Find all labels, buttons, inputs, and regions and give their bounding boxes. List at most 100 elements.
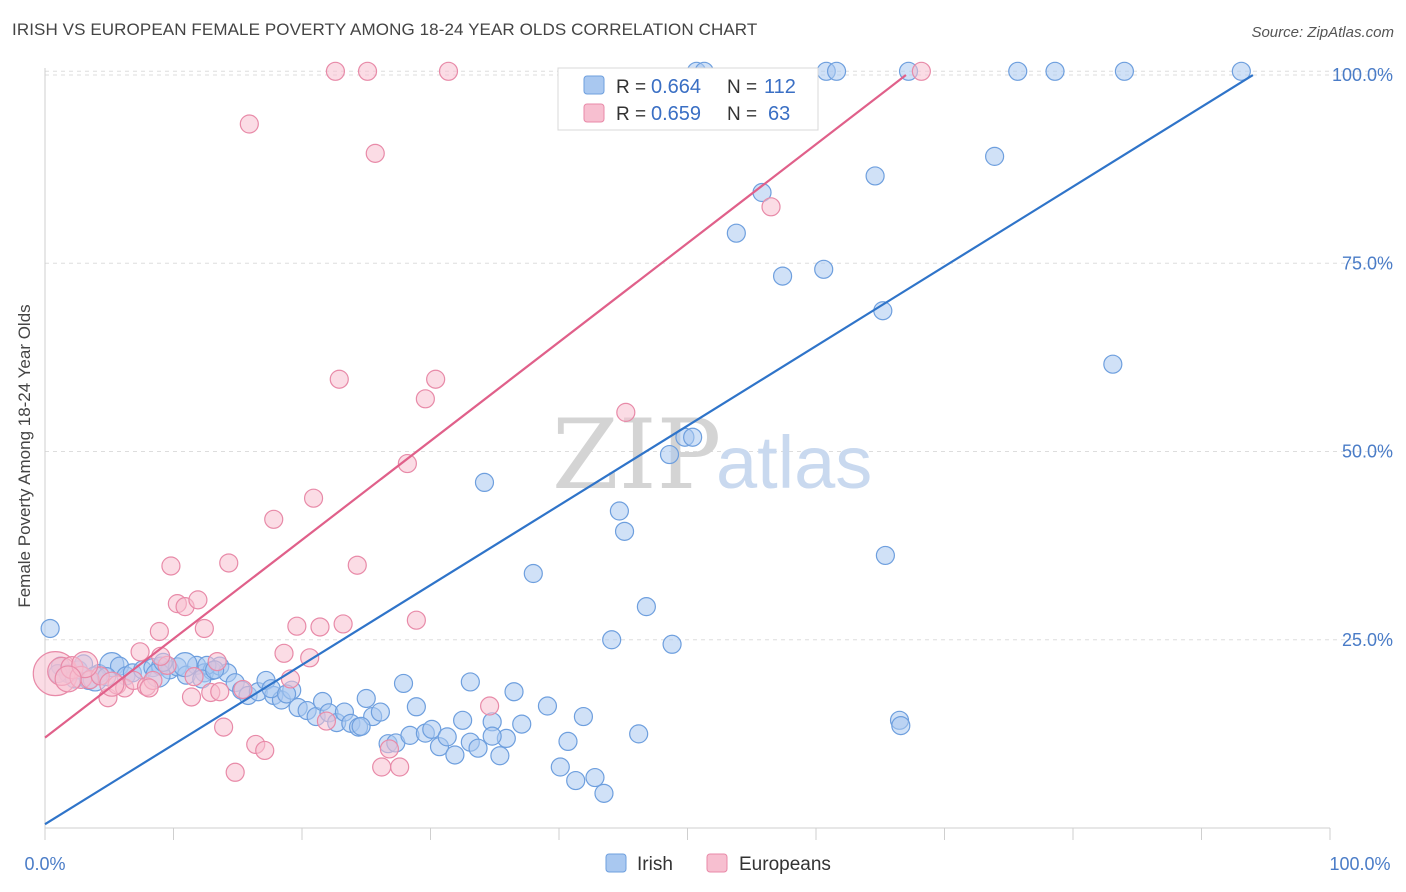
irish-point <box>1231 61 1251 81</box>
europeans-point <box>365 143 385 163</box>
europeans-point <box>287 616 307 636</box>
irish-point <box>985 146 1005 166</box>
legend-irish-r-value: 0.664 <box>651 76 701 98</box>
irish-point <box>474 472 495 492</box>
grid-layer <box>45 70 1392 641</box>
europeans-point <box>139 678 159 698</box>
irish-point <box>814 259 834 279</box>
irish-point <box>351 716 371 736</box>
bottom-legend-swatch-europeans <box>706 853 728 873</box>
irish-point <box>629 724 649 744</box>
bottom-legend-europeans: Europeans <box>739 854 831 875</box>
legend-swatch-irish <box>583 75 605 95</box>
europeans-point <box>184 667 204 687</box>
europeans-point <box>480 696 500 716</box>
europeans-point <box>264 509 284 529</box>
legend-swatch-europeans <box>583 103 605 123</box>
irish-point <box>614 521 635 541</box>
watermark-atlas: atlas <box>716 421 872 504</box>
irish-point <box>826 61 847 81</box>
irish-point <box>891 715 911 736</box>
europeans-point <box>255 740 275 761</box>
y-axis-label: Female Poverty Among 18-24 Year Olds <box>15 304 34 607</box>
irish-point <box>422 719 442 739</box>
europeans-point <box>214 717 234 737</box>
legend-europeans-r-value: 0.659 <box>651 103 701 125</box>
europeans-point <box>333 614 353 634</box>
x-tick-label: 100.0% <box>1329 854 1390 874</box>
irish-point <box>726 223 746 243</box>
stats-legend: R = 0.664 N = 112 R = 0.659 N = 63 <box>557 67 819 131</box>
irish-point <box>1114 61 1135 81</box>
irish-point <box>445 745 465 765</box>
irish-point <box>659 444 680 465</box>
europeans-point <box>415 389 435 409</box>
europeans-point <box>149 621 169 642</box>
europeans-point <box>225 762 245 782</box>
irish-point <box>537 696 558 716</box>
legend-irish-n-label: N = <box>727 77 757 98</box>
series-irish-points <box>40 61 1251 803</box>
europeans-point <box>194 618 214 639</box>
europeans-point <box>239 114 259 134</box>
europeans-regression-line <box>44 74 907 739</box>
europeans-point <box>188 590 208 610</box>
europeans-point <box>406 610 426 630</box>
europeans-point <box>329 369 349 389</box>
europeans-point <box>911 61 931 81</box>
europeans-point <box>161 556 181 576</box>
irish-point <box>504 682 524 702</box>
irish-point <box>1045 61 1065 81</box>
irish-point <box>865 166 885 186</box>
irish-point <box>370 702 390 722</box>
watermark: ZIP atlas <box>552 399 872 511</box>
bottom-legend: Irish Europeans <box>605 853 831 875</box>
europeans-point <box>233 679 253 700</box>
irish-point <box>40 618 60 639</box>
chart-source: Source: ZipAtlas.com <box>1251 24 1394 41</box>
irish-point <box>468 738 488 758</box>
europeans-point <box>616 402 636 422</box>
europeans-point <box>379 739 399 759</box>
europeans-point <box>357 61 378 81</box>
y-tick-label: 25.0% <box>1342 630 1393 650</box>
chart-title: IRISH VS EUROPEAN FEMALE POVERTY AMONG 1… <box>12 20 758 39</box>
irish-point <box>523 563 543 584</box>
europeans-point <box>390 757 410 777</box>
irish-regression-line <box>44 74 1254 826</box>
europeans-point <box>316 711 337 731</box>
europeans-point <box>130 642 150 662</box>
irish-point <box>550 757 570 777</box>
irish-point <box>585 767 605 788</box>
europeans-point <box>372 757 392 777</box>
europeans-point <box>761 197 781 217</box>
europeans-point <box>54 665 82 693</box>
series-europeans-points <box>32 61 931 782</box>
europeans-point <box>207 651 227 672</box>
bottom-legend-irish: Irish <box>637 854 673 875</box>
irish-point <box>683 427 703 447</box>
irish-point <box>356 688 376 709</box>
legend-europeans-n-value: 63 <box>768 103 790 125</box>
irish-point <box>602 630 622 650</box>
europeans-point <box>438 61 459 81</box>
irish-point <box>772 266 793 286</box>
irish-point <box>512 714 532 734</box>
y-tick-label: 75.0% <box>1342 253 1393 273</box>
europeans-point <box>181 687 202 707</box>
irish-point <box>609 501 629 521</box>
irish-point <box>482 726 502 746</box>
legend-europeans-r-label: R = <box>616 104 646 125</box>
irish-point <box>406 697 426 717</box>
europeans-point <box>303 488 324 508</box>
europeans-point <box>210 682 230 702</box>
y-tick-label: 100.0% <box>1332 65 1393 85</box>
irish-point <box>453 710 473 730</box>
y-tick-labels: 25.0% 50.0% 75.0% 100.0% <box>1332 65 1393 650</box>
irish-point <box>490 746 510 766</box>
x-tick-labels: 0.0% 100.0% <box>24 854 1390 874</box>
irish-point <box>662 634 682 654</box>
legend-irish-n-value: 112 <box>764 76 796 98</box>
irish-point <box>460 672 480 692</box>
